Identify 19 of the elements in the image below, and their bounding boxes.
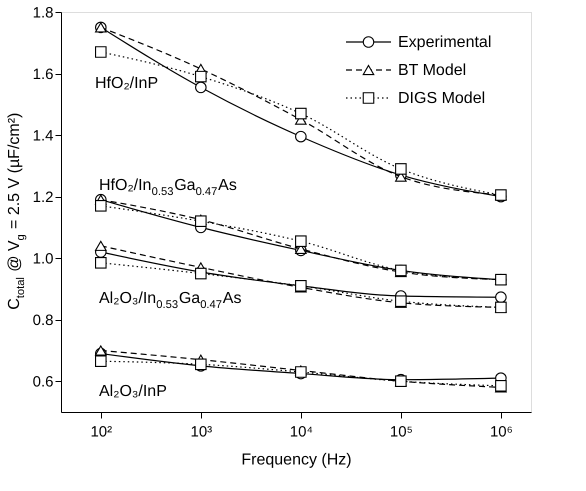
x-axis-title: Frequency (Hz) [241, 452, 352, 468]
x-tick-label: 10² [90, 424, 112, 440]
annotation: Al₂O₃/InP [99, 383, 167, 400]
legend-label: Experimental [398, 34, 492, 51]
x-tick-label: 10⁶ [490, 424, 513, 440]
y-tick-label: 0.6 [32, 374, 54, 391]
y-tick-label: 1.0 [32, 250, 54, 268]
x-tick-label: 10⁵ [390, 424, 413, 440]
y-tick-label: 1.6 [32, 66, 54, 84]
y-tick-label: 1.4 [32, 128, 54, 145]
x-tick-label: 10⁴ [290, 424, 313, 440]
legend-label: BT Model [398, 62, 466, 79]
annotation: HfO₂/InP [95, 75, 158, 92]
legend-label: DIGS Model [398, 90, 486, 107]
y-tick-label: 1.2 [32, 189, 54, 206]
y-tick-label: 1.8 [32, 4, 54, 22]
y-axis-title: Ctotal @ Vg = 2.5 V (µF/cm²) [6, 112, 27, 310]
x-tick-label: 10³ [190, 424, 212, 440]
y-tick-label: 0.8 [32, 312, 54, 330]
